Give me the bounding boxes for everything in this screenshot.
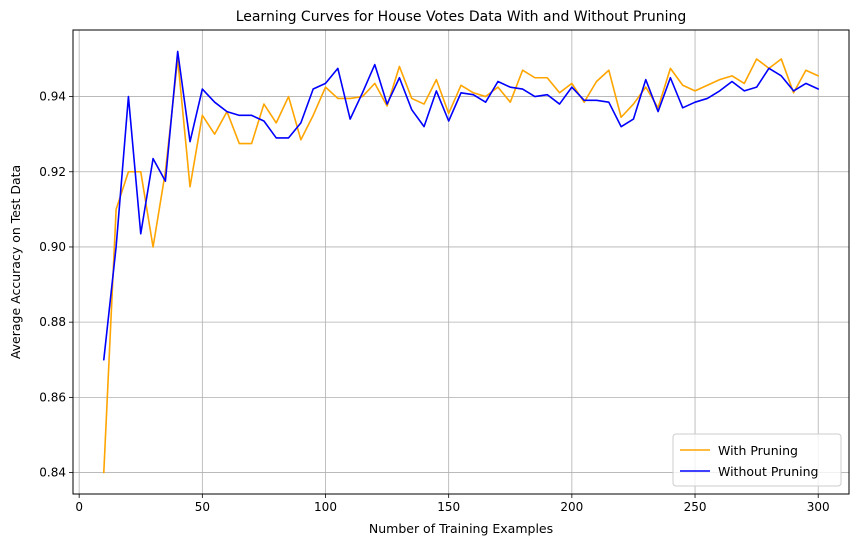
y-tick-label: 0.84: [39, 466, 66, 480]
grid-layer: [73, 30, 849, 494]
y-tick-label: 0.90: [39, 240, 66, 254]
plot-frame: [72, 29, 850, 495]
chart-title: Learning Curves for House Votes Data Wit…: [236, 9, 687, 25]
x-tick-label: 250: [684, 500, 707, 514]
y-axis-label: Average Accuracy on Test Data: [8, 165, 23, 359]
y-tick-label: 0.92: [39, 165, 66, 179]
x-tick-label: 200: [560, 500, 583, 514]
x-tick-label: 150: [437, 500, 460, 514]
tick-layer: 0 50 100 150 200 250 300 0.84 0.86 0.88 0.90 0.92 0.…: [39, 90, 829, 514]
y-tick-label: 0.94: [39, 90, 66, 104]
series-line-with-pruning: [102, 58, 820, 474]
legend: With Pruning Without Pruning: [672, 433, 842, 487]
series-line-without-pruning: [102, 50, 820, 361]
series-layer: [102, 50, 820, 474]
legend-box: [672, 433, 842, 487]
legend-label-with-pruning: With Pruning: [718, 443, 798, 458]
x-axis-label: Number of Training Examples: [369, 521, 553, 536]
y-tick-label: 0.88: [39, 315, 66, 329]
x-tick-label: 0: [75, 500, 83, 514]
legend-label-without-pruning: Without Pruning: [718, 464, 818, 479]
x-tick-label: 100: [314, 500, 337, 514]
x-tick-label: 300: [807, 500, 830, 514]
y-tick-label: 0.86: [39, 390, 66, 404]
x-tick-label: 50: [195, 500, 210, 514]
